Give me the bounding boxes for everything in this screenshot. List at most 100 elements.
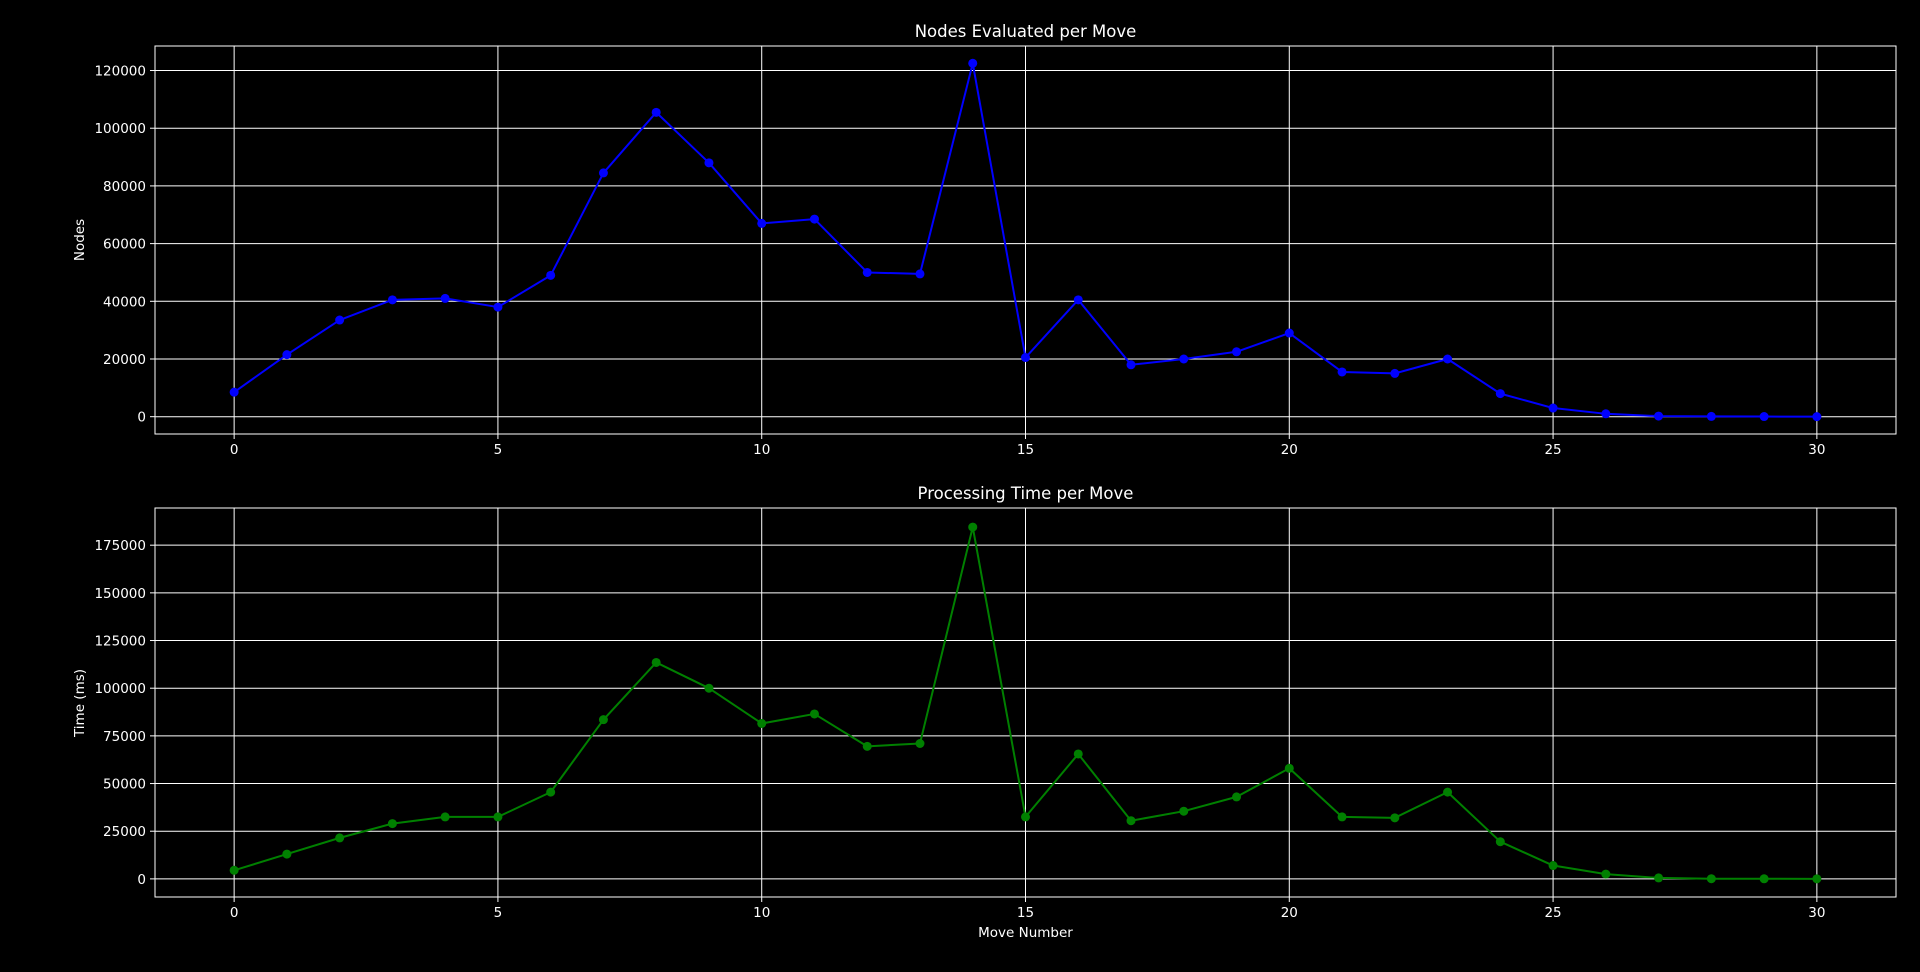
time-data-point — [440, 812, 450, 822]
nodes-data-point — [335, 315, 345, 325]
time-data-point — [704, 683, 714, 693]
nodes-data-point — [915, 269, 925, 279]
time-data-point — [1337, 812, 1347, 822]
nodes-y-tick-label: 80000 — [103, 179, 146, 195]
nodes-panel: 0 5 10 15 20 25 30 0 20000 40000 60000 80000 100000 1… — [72, 22, 1897, 458]
time-y-tick-label: 100000 — [94, 681, 146, 697]
time-data-point — [1284, 763, 1294, 773]
nodes-data-point — [440, 293, 450, 303]
nodes-y-tick-label: 100000 — [94, 121, 146, 137]
nodes-grid — [155, 46, 1896, 434]
nodes-data-point — [493, 302, 503, 312]
nodes-x-tick-label: 25 — [1544, 442, 1561, 458]
time-data-point — [809, 709, 819, 719]
time-x-axis-label: Move Number — [978, 925, 1073, 941]
time-data-point — [1232, 792, 1242, 802]
time-data-point — [1706, 874, 1716, 884]
nodes-data-point — [1654, 411, 1664, 421]
time-data-point — [757, 718, 767, 728]
nodes-data-point — [546, 270, 556, 280]
nodes-data-point — [1126, 360, 1136, 370]
nodes-chart-title: Nodes Evaluated per Move — [915, 22, 1137, 41]
time-data-point — [546, 787, 556, 797]
time-x-tick-label: 30 — [1808, 905, 1825, 921]
time-y-tick-label: 25000 — [103, 824, 146, 840]
time-data-point — [335, 833, 345, 843]
nodes-series — [229, 58, 1822, 422]
nodes-x-tick-label: 10 — [753, 442, 770, 458]
time-y-tick-label: 175000 — [94, 538, 146, 554]
nodes-data-point — [1390, 368, 1400, 378]
nodes-y-tick-label: 0 — [137, 410, 146, 426]
nodes-data-point — [1284, 328, 1294, 338]
time-data-point — [1073, 749, 1083, 759]
nodes-data-point — [1812, 412, 1822, 422]
time-chart-title: Processing Time per Move — [918, 484, 1134, 503]
nodes-data-point — [704, 158, 714, 168]
time-x-tick-label: 15 — [1017, 905, 1034, 921]
time-data-point — [1548, 861, 1558, 871]
time-x-tick-label: 0 — [230, 905, 239, 921]
time-data-point — [1654, 873, 1664, 883]
nodes-x-tick-label: 30 — [1808, 442, 1825, 458]
nodes-data-point — [651, 107, 661, 117]
nodes-data-point — [229, 387, 239, 397]
nodes-data-point — [757, 218, 767, 228]
time-series — [229, 522, 1822, 884]
time-data-point — [1390, 813, 1400, 823]
time-x-tick-label: 20 — [1281, 905, 1298, 921]
nodes-x-tick-label: 15 — [1017, 442, 1034, 458]
time-data-point — [862, 741, 872, 751]
time-y-tick-label: 150000 — [94, 586, 146, 602]
time-x-tick-label: 25 — [1544, 905, 1561, 921]
nodes-data-point — [387, 295, 397, 305]
nodes-y-tick-label: 40000 — [103, 294, 146, 310]
time-y-tick-label: 0 — [137, 872, 146, 888]
time-ticks: 0 5 10 15 20 25 30 0 25000 50000 75000 100000 125000… — [94, 538, 1825, 921]
time-data-point — [915, 738, 925, 748]
nodes-data-point — [1759, 412, 1769, 422]
nodes-y-tick-label: 60000 — [103, 237, 146, 253]
time-data-point — [1495, 837, 1505, 847]
time-y-tick-label: 50000 — [103, 777, 146, 793]
nodes-x-tick-label: 5 — [494, 442, 503, 458]
time-data-point — [387, 819, 397, 829]
nodes-data-point — [1337, 367, 1347, 377]
nodes-data-point — [809, 214, 819, 224]
nodes-data-point — [862, 267, 872, 277]
time-data-point — [598, 715, 608, 725]
nodes-data-point — [1443, 354, 1453, 364]
time-data-point — [1443, 787, 1453, 797]
time-data-point — [493, 812, 503, 822]
nodes-data-point — [1706, 411, 1716, 421]
nodes-data-point — [282, 350, 292, 360]
nodes-y-tick-label: 120000 — [94, 64, 146, 80]
time-panel: 0 5 10 15 20 25 30 0 25000 50000 75000 100000 125000… — [72, 484, 1897, 941]
nodes-data-point — [968, 58, 978, 68]
nodes-data-point — [1495, 389, 1505, 399]
time-data-point — [1021, 812, 1030, 822]
nodes-data-point — [1021, 353, 1030, 363]
nodes-data-point — [1232, 347, 1242, 357]
time-data-point — [651, 657, 661, 667]
time-x-tick-label: 10 — [753, 905, 770, 921]
time-data-point — [1812, 874, 1822, 884]
time-x-tick-label: 5 — [494, 905, 503, 921]
time-data-point — [1179, 806, 1189, 816]
time-y-tick-label: 75000 — [103, 729, 146, 745]
nodes-x-tick-label: 20 — [1281, 442, 1298, 458]
time-data-point — [282, 849, 292, 859]
time-grid — [155, 508, 1896, 897]
time-data-point — [968, 522, 978, 532]
time-y-tick-label: 125000 — [94, 634, 146, 650]
nodes-data-point — [598, 168, 608, 178]
nodes-y-axis-label: Nodes — [72, 219, 88, 261]
nodes-data-point — [1601, 409, 1611, 419]
time-data-point — [1759, 874, 1769, 884]
nodes-data-point — [1548, 403, 1558, 413]
time-data-point — [229, 865, 239, 875]
nodes-x-tick-label: 0 — [230, 442, 239, 458]
nodes-ticks: 0 5 10 15 20 25 30 0 20000 40000 60000 80000 100000 1… — [94, 64, 1825, 458]
